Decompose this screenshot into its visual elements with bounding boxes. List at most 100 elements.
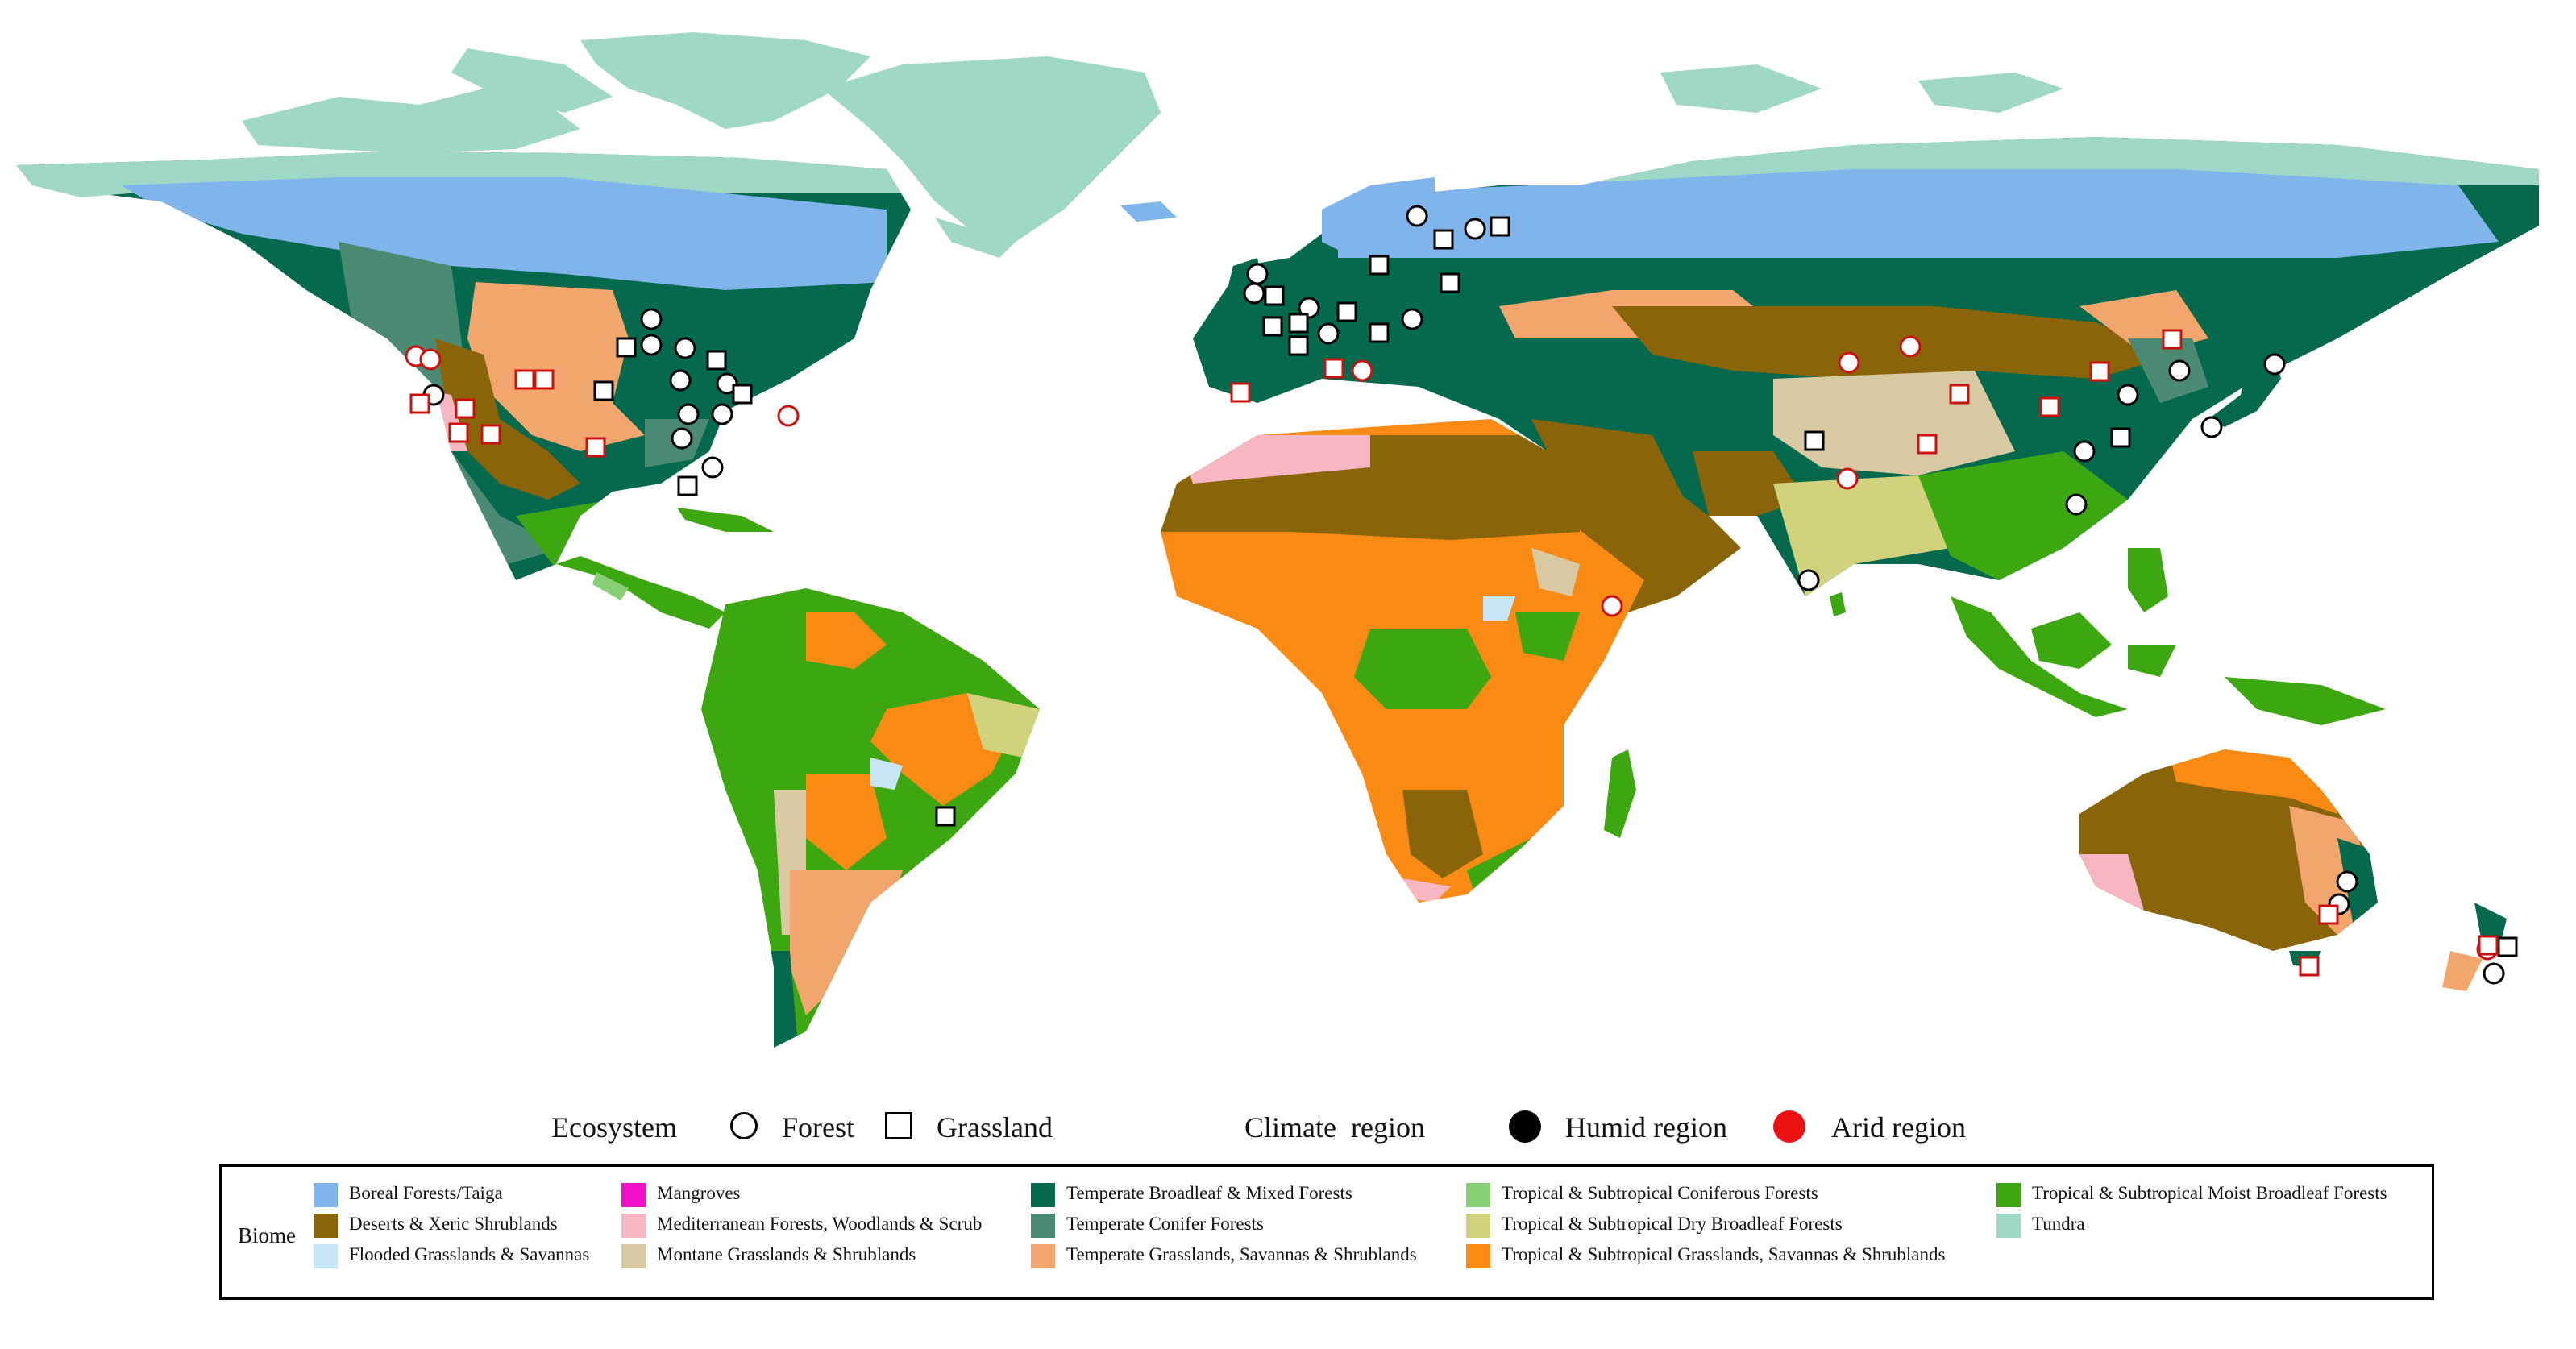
site-marker [593, 380, 614, 401]
swatch-tundra [1996, 1214, 2021, 1238]
climate-region-label: Climate region [1244, 1111, 1425, 1144]
site-marker [671, 427, 693, 450]
biome-label-tropical-moist: Tropical & Subtropical Moist Broadleaf F… [2032, 1183, 2387, 1203]
site-marker [669, 369, 692, 392]
biome-label-mediterranean: Mediterranean Forests, Woodlands & Scrub [657, 1214, 983, 1234]
swatch-montane [621, 1244, 646, 1268]
site-marker [1440, 272, 1460, 293]
forest-label: Forest [782, 1111, 854, 1144]
site-marker [706, 350, 727, 371]
site-marker [2117, 384, 2139, 406]
site-marker [2162, 329, 2183, 350]
ecosystem-label: Ecosystem [551, 1111, 677, 1144]
site-marker [448, 422, 469, 443]
swatch-tropical-conifer [1466, 1183, 1490, 1207]
site-marker [1838, 351, 1860, 374]
site-marker [455, 398, 476, 419]
site-marker [935, 806, 956, 827]
site-marker [1949, 384, 1970, 405]
forest-circle-icon [730, 1112, 758, 1139]
arid-dot-icon [1773, 1110, 1805, 1143]
site-marker [716, 372, 738, 395]
swatch-flooded [314, 1244, 338, 1268]
site-marker [640, 334, 663, 356]
grassland-square-icon [885, 1112, 912, 1139]
site-marker [1262, 316, 1283, 337]
site-marker [2110, 427, 2131, 448]
biome-label-tropical-dry: Tropical & Subtropical Dry Broadleaf For… [1502, 1214, 1843, 1234]
swatch-temperate-conifer [1031, 1214, 1055, 1238]
site-marker [2168, 359, 2191, 382]
biome-label-temperate-conifer: Temperate Conifer Forests [1066, 1214, 1264, 1234]
site-marker [514, 369, 535, 390]
site-marker [677, 475, 698, 496]
site-marker [777, 405, 800, 427]
site-marker [1406, 205, 1428, 227]
humid-label: Humid region [1565, 1111, 1727, 1144]
site-marker [711, 403, 733, 425]
site-marker [1288, 313, 1309, 334]
biome-label-tundra: Tundra [2032, 1214, 2085, 1234]
site-marker [674, 337, 696, 359]
site-marker [1899, 335, 1922, 358]
swatch-tropical-moist [1996, 1183, 2021, 1207]
biome-label-flooded: Flooded Grasslands & Savannas [349, 1244, 590, 1264]
site-marker [409, 393, 430, 414]
site-marker [1917, 434, 1938, 455]
site-marker [2263, 353, 2286, 376]
swatch-tropical-grassland [1466, 1244, 1490, 1268]
swatch-temperate-grassland [1031, 1244, 1055, 1268]
site-marker [480, 424, 501, 445]
swatch-temperate-broadleaf [1031, 1183, 1055, 1207]
site-marker [640, 308, 663, 330]
site-marker [2497, 936, 2518, 957]
biome-legend: Biome Boreal Forests/Taiga Deserts & Xer… [219, 1164, 2434, 1300]
site-marker [1317, 322, 1340, 345]
site-marker [1490, 216, 1510, 237]
site-marker [2318, 904, 2339, 925]
site-marker [534, 369, 555, 390]
site-marker [585, 437, 606, 458]
site-marker [1401, 308, 1423, 330]
site-marker [1246, 263, 1269, 285]
site-marker [2089, 361, 2110, 382]
site-marker [1288, 335, 1309, 356]
arid-label: Arid region [1831, 1111, 1966, 1144]
swatch-desert [314, 1214, 338, 1238]
site-marker [1369, 322, 1390, 343]
biome-label-montane: Montane Grasslands & Shrublands [657, 1244, 916, 1264]
biome-label-desert: Deserts & Xeric Shrublands [349, 1214, 558, 1234]
site-marker [2039, 396, 2060, 417]
humid-dot-icon [1509, 1110, 1541, 1143]
site-marker [2478, 935, 2499, 956]
site-marker [1433, 229, 1454, 250]
site-marker [1464, 218, 1486, 240]
biome-label-temperate-grassland: Temperate Grasslands, Savannas & Shrubla… [1066, 1244, 1417, 1264]
site-marker [2336, 870, 2358, 893]
site-marker [2299, 956, 2320, 977]
eurasia [1193, 64, 2539, 725]
site-marker [1601, 595, 1623, 617]
north-america [16, 32, 1177, 629]
site-marker [2065, 493, 2088, 516]
site-markers [405, 205, 2518, 985]
biome-label-mangroves: Mangroves [657, 1183, 741, 1203]
site-marker [1804, 430, 1825, 451]
site-marker [1336, 301, 1357, 322]
site-marker [1323, 358, 1344, 379]
site-marker [1351, 359, 1373, 382]
south-america [701, 588, 1040, 1048]
swatch-mediterranean [621, 1214, 646, 1238]
site-marker [1264, 285, 1285, 306]
site-marker [1298, 297, 1320, 319]
site-marker [1836, 467, 1859, 490]
site-marker [1369, 255, 1390, 276]
site-marker [732, 384, 753, 405]
world-biome-map [16, 32, 2539, 1048]
swatch-mangroves [621, 1183, 646, 1207]
grassland-label: Grassland [937, 1111, 1053, 1144]
site-marker [419, 348, 442, 371]
site-marker [677, 403, 700, 425]
swatch-boreal [314, 1183, 338, 1207]
swatch-tropical-dry [1466, 1214, 1490, 1238]
